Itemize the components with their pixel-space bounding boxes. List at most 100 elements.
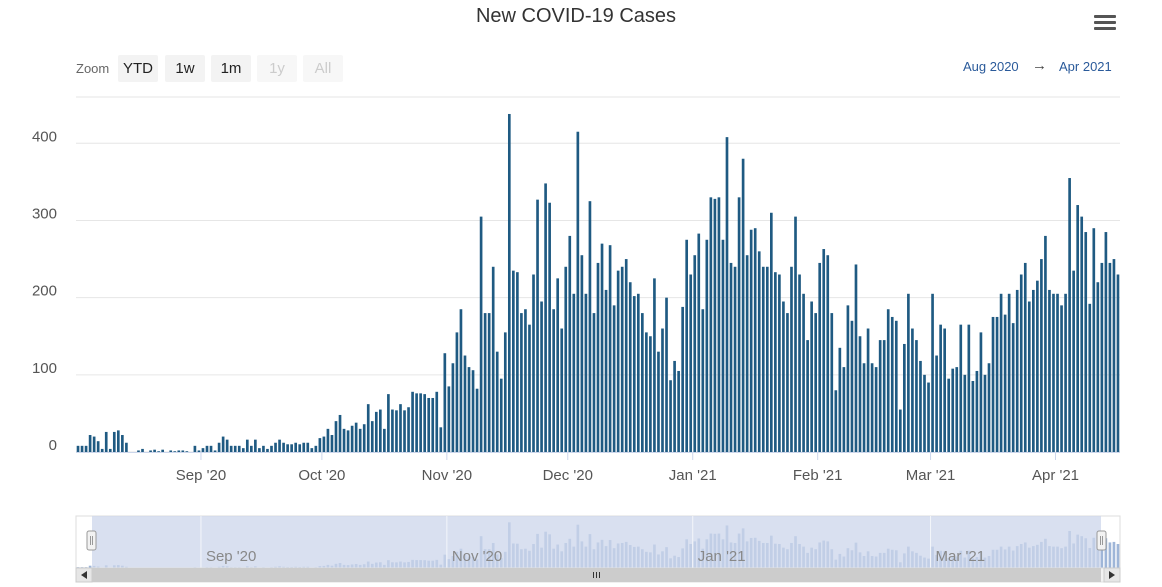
bar[interactable] xyxy=(157,451,160,452)
bar[interactable] xyxy=(403,410,406,452)
bar[interactable] xyxy=(641,313,644,452)
bar[interactable] xyxy=(677,370,680,452)
bar[interactable] xyxy=(838,347,842,452)
bar[interactable] xyxy=(503,332,507,452)
bar[interactable] xyxy=(556,278,560,452)
bar[interactable] xyxy=(717,197,721,452)
bar[interactable] xyxy=(88,435,92,452)
bar[interactable] xyxy=(713,198,717,452)
navigator-right-handle[interactable] xyxy=(1096,530,1107,551)
bar[interactable] xyxy=(1112,259,1116,452)
bar[interactable] xyxy=(233,445,237,452)
bar[interactable] xyxy=(939,324,942,452)
bar[interactable] xyxy=(890,316,894,452)
bar[interactable] xyxy=(374,411,378,452)
bar[interactable] xyxy=(765,266,769,452)
bar[interactable] xyxy=(262,445,265,452)
bar[interactable] xyxy=(915,340,918,452)
bar[interactable] xyxy=(774,272,777,452)
bar[interactable] xyxy=(270,445,273,452)
bar[interactable] xyxy=(737,197,741,452)
bar[interactable] xyxy=(137,450,140,452)
bar[interactable] xyxy=(834,390,838,452)
zoom-all-button[interactable]: All xyxy=(303,55,343,82)
bar[interactable] xyxy=(782,301,785,452)
bar[interactable] xyxy=(806,340,809,452)
navigator-left-handle[interactable] xyxy=(86,530,97,551)
bar[interactable] xyxy=(528,324,531,452)
bar[interactable] xyxy=(955,367,959,452)
bar[interactable] xyxy=(1104,232,1108,452)
bar[interactable] xyxy=(286,444,289,452)
bar[interactable] xyxy=(399,404,402,452)
bar[interactable] xyxy=(636,293,640,452)
bar[interactable] xyxy=(745,255,749,452)
bar[interactable] xyxy=(221,436,225,452)
bar[interactable] xyxy=(798,274,801,453)
bar[interactable] xyxy=(987,363,991,452)
bar[interactable] xyxy=(689,274,693,453)
bar[interactable] xyxy=(185,451,189,452)
bar[interactable] xyxy=(407,407,410,452)
bar[interactable] xyxy=(229,445,233,452)
bar[interactable] xyxy=(1032,289,1035,452)
bar[interactable] xyxy=(544,183,547,452)
bar[interactable] xyxy=(548,202,551,452)
bar[interactable] xyxy=(540,301,543,452)
bar[interactable] xyxy=(632,296,636,452)
bar[interactable] xyxy=(1056,293,1059,452)
bar[interactable] xyxy=(572,293,576,452)
bar[interactable] xyxy=(524,309,527,452)
bar[interactable] xyxy=(1088,303,1092,452)
bar[interactable] xyxy=(685,239,689,452)
navigator[interactable]: Sep '20 Nov '20 Jan '21 Mar '21 xyxy=(75,515,1121,569)
bar[interactable] xyxy=(254,439,257,452)
bar[interactable] xyxy=(681,306,684,452)
bar[interactable] xyxy=(516,272,519,452)
bar[interactable] xyxy=(342,428,346,452)
bar[interactable] xyxy=(810,301,813,452)
bar[interactable] xyxy=(463,355,467,452)
bar[interactable] xyxy=(193,445,197,452)
bar[interactable] xyxy=(628,282,632,452)
bar[interactable] xyxy=(294,442,298,452)
bar[interactable] xyxy=(322,436,326,452)
bar[interactable] xyxy=(282,442,285,452)
bar[interactable] xyxy=(479,216,483,452)
bar[interactable] xyxy=(600,243,604,452)
bar[interactable] xyxy=(999,293,1003,452)
bar[interactable] xyxy=(169,450,173,452)
bar[interactable] xyxy=(213,450,217,452)
bar[interactable] xyxy=(963,374,967,452)
bar[interactable] xyxy=(411,391,414,452)
bar[interactable] xyxy=(778,274,781,453)
bar[interactable] xyxy=(903,343,906,452)
bar[interactable] xyxy=(427,397,431,452)
bar[interactable] xyxy=(391,409,394,452)
bar[interactable] xyxy=(108,448,112,452)
bar[interactable] xyxy=(177,450,181,452)
bar[interactable] xyxy=(346,430,350,452)
bar[interactable] xyxy=(1040,259,1043,452)
bar[interactable] xyxy=(761,266,765,452)
bar[interactable] xyxy=(560,328,564,452)
bar[interactable] xyxy=(314,445,318,452)
bar[interactable] xyxy=(1048,289,1051,452)
bar[interactable] xyxy=(209,445,213,452)
bar[interactable] xyxy=(814,313,817,452)
bar[interactable] xyxy=(1108,262,1112,452)
bar[interactable] xyxy=(92,436,96,452)
bar[interactable] xyxy=(306,442,310,452)
bar[interactable] xyxy=(842,367,846,452)
bar[interactable] xyxy=(935,355,938,452)
bar[interactable] xyxy=(669,380,672,452)
bar[interactable] xyxy=(709,197,713,452)
bar[interactable] xyxy=(757,251,761,452)
bar[interactable] xyxy=(1064,293,1067,452)
bar[interactable] xyxy=(983,374,987,452)
bar[interactable] xyxy=(274,442,277,452)
bar[interactable] xyxy=(483,313,487,452)
bar[interactable] xyxy=(943,328,946,452)
bar[interactable] xyxy=(499,378,503,452)
bar[interactable] xyxy=(495,351,499,452)
